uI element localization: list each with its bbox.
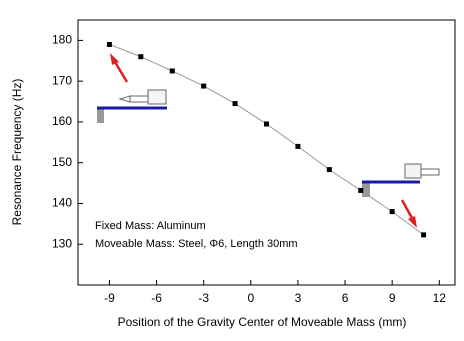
- annotation: Moveable Mass: Steel, Φ6, Length 30mm: [95, 238, 298, 250]
- data-point: [421, 232, 427, 238]
- x-tick-label: -9: [104, 291, 115, 305]
- x-axis-label: Position of the Gravity Center of Moveab…: [118, 315, 407, 329]
- y-tick-label: 140: [52, 196, 72, 210]
- y-axis-label: Resonance Frequency (Hz): [10, 79, 24, 226]
- y-tick-label: 170: [52, 73, 72, 87]
- data-line: [109, 43, 424, 236]
- data-point: [232, 101, 238, 107]
- y-tick-label: 150: [52, 155, 72, 169]
- y-tick-label: 160: [52, 114, 72, 128]
- x-tick-label: 6: [342, 291, 349, 305]
- y-tick-label: 130: [52, 236, 72, 250]
- x-tick-label: 3: [295, 291, 302, 305]
- data-point: [201, 83, 207, 89]
- data-point: [295, 143, 301, 149]
- arrow-right: [400, 199, 417, 228]
- x-tick-label: 12: [433, 291, 447, 305]
- data-point: [264, 121, 269, 127]
- x-tick-label: -6: [151, 291, 162, 305]
- plot-frame: [77, 19, 456, 286]
- data-point: [106, 41, 112, 47]
- x-tick-label: -3: [198, 291, 209, 305]
- data-point: [138, 54, 144, 60]
- data-point: [169, 68, 175, 74]
- data-point: [358, 187, 364, 193]
- illustration-left: [97, 89, 167, 123]
- arrow-left: [110, 53, 129, 83]
- x-tick-label: 0: [247, 291, 254, 305]
- x-tick-label: 9: [389, 291, 396, 305]
- illustration-right: [362, 163, 440, 197]
- data-point: [389, 209, 395, 215]
- annotation: Fixed Mass: Aluminum: [95, 220, 206, 232]
- data-point: [326, 167, 332, 173]
- y-tick-label: 180: [52, 33, 72, 47]
